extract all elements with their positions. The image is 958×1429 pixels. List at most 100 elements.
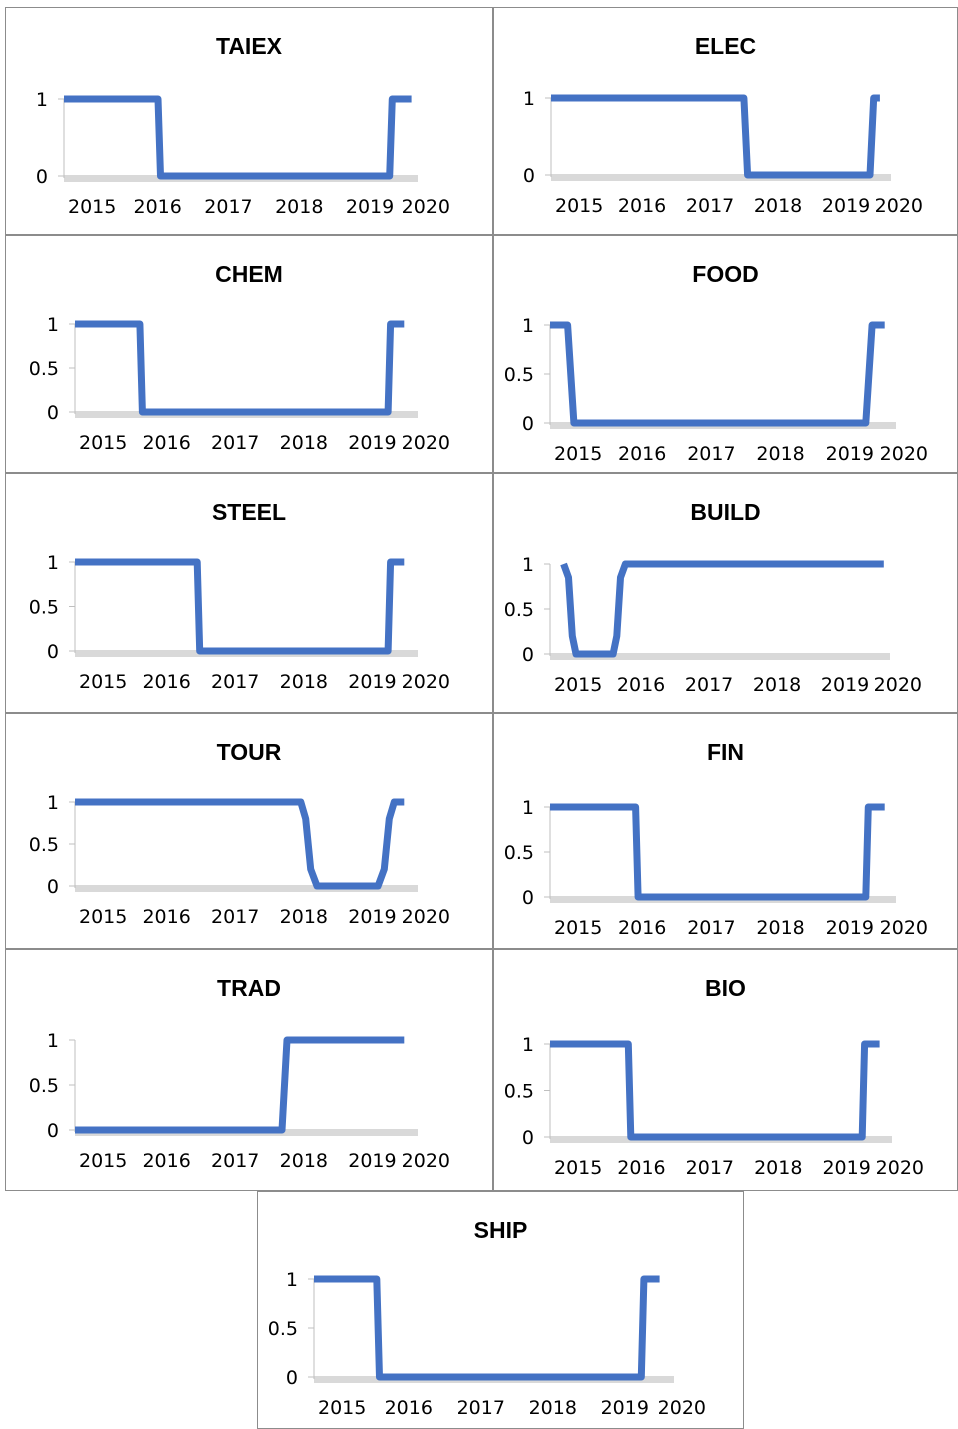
x-tick-label: 2015 <box>318 1397 366 1419</box>
y-tick-label: 1 <box>47 792 59 814</box>
chart-svg: BIO 0 0.5 1 2015 2016 2017 2018 2019 2020 <box>504 975 924 1179</box>
x-tick-label: 2020 <box>875 195 923 217</box>
x-axis-line <box>551 174 891 181</box>
x-tick-label: 2015 <box>79 432 127 454</box>
chart-svg: ELEC 0 1 2015 2016 2017 2018 2019 2020 <box>523 33 923 217</box>
chart-svg: TOUR 0 0.5 1 2015 2016 2017 2018 2019 2020 <box>29 739 450 928</box>
chart-title: TRAD <box>217 975 281 1001</box>
series-line <box>64 95 412 180</box>
x-tick-label: 2017 <box>204 196 252 218</box>
x-tick-label: 2015 <box>554 1157 602 1179</box>
x-tick-label: 2020 <box>402 196 450 218</box>
x-tick-label: 2020 <box>880 443 928 465</box>
chart-panel-steel: STEEL 0 0.5 1 2015 2016 2017 2018 2019 2020 <box>5 473 493 713</box>
x-tick-label: 2016 <box>385 1397 433 1419</box>
x-tick-label: 2016 <box>617 1157 665 1179</box>
series-line <box>75 1036 405 1134</box>
chart-panel-build: BUILD 0 0.5 1 2015 2016 2017 2018 2019 2020 <box>493 473 958 713</box>
y-tick-label: 1 <box>47 1030 59 1052</box>
chart-title: BUILD <box>690 499 760 525</box>
y-tick-label: 0 <box>286 1367 298 1389</box>
chart-panel-fin: FIN 0 0.5 1 2015 2016 2017 2018 2019 2020 <box>493 713 958 949</box>
chart-title: BIO <box>705 975 746 1001</box>
chart-title: FIN <box>707 739 744 765</box>
x-tick-label: 2017 <box>211 432 259 454</box>
chart-title: FOOD <box>692 261 758 287</box>
chart-svg: TAIEX 0 1 2015 2016 2017 2018 2019 2020 <box>36 33 450 218</box>
y-tick-label: 1 <box>286 1269 298 1291</box>
x-tick-label: 2017 <box>687 443 735 465</box>
y-tick-label: 1 <box>522 797 534 819</box>
x-tick-label: 2019 <box>348 432 396 454</box>
x-tick-label: 2020 <box>402 906 450 928</box>
chart-panel-taiex: TAIEX 0 1 2015 2016 2017 2018 2019 2020 <box>5 7 493 235</box>
chart-svg: TRAD 0 0.5 1 2015 2016 2017 2018 2019 2020 <box>29 975 450 1172</box>
y-tick-label: 0.5 <box>504 1081 534 1103</box>
x-tick-label: 2019 <box>348 671 396 693</box>
y-tick-label: 0 <box>47 402 59 424</box>
x-tick-label: 2020 <box>402 432 450 454</box>
x-tick-label: 2015 <box>554 443 602 465</box>
x-tick-label: 2017 <box>686 195 734 217</box>
series-line <box>550 1040 880 1141</box>
y-tick-label: 0.5 <box>504 842 534 864</box>
y-tick-label: 0.5 <box>504 364 534 386</box>
chart-panel-tour: TOUR 0 0.5 1 2015 2016 2017 2018 2019 2020 <box>5 713 493 949</box>
x-tick-label: 2017 <box>685 674 733 696</box>
x-tick-label: 2020 <box>402 1150 450 1172</box>
x-tick-label: 2016 <box>142 671 190 693</box>
chart-panel-trad: TRAD 0 0.5 1 2015 2016 2017 2018 2019 2020 <box>5 949 493 1191</box>
series-line <box>560 560 884 658</box>
x-tick-label: 2018 <box>529 1397 577 1419</box>
x-tick-label: 2018 <box>754 195 802 217</box>
y-tick-label: 0.5 <box>268 1318 298 1340</box>
x-tick-label: 2015 <box>79 671 127 693</box>
series-line <box>314 1275 660 1381</box>
y-tick-label: 1 <box>523 88 535 110</box>
x-tick-label: 2019 <box>348 906 396 928</box>
y-tick-label: 1 <box>522 554 534 576</box>
chart-svg: FOOD 0 0.5 1 2015 2016 2017 2018 2019 2020 <box>504 261 928 465</box>
x-tick-label: 2018 <box>756 443 804 465</box>
x-tick-label: 2017 <box>211 906 259 928</box>
y-tick-label: 0 <box>522 644 534 666</box>
x-tick-label: 2019 <box>822 195 870 217</box>
x-tick-label: 2018 <box>280 432 328 454</box>
x-tick-label: 2020 <box>402 671 450 693</box>
x-tick-label: 2017 <box>686 1157 734 1179</box>
y-tick-label: 0.5 <box>504 599 534 621</box>
series-line <box>75 798 405 890</box>
x-tick-label: 2015 <box>68 196 116 218</box>
x-tick-label: 2016 <box>617 674 665 696</box>
x-tick-label: 2016 <box>618 443 666 465</box>
x-axis-line <box>550 653 890 660</box>
y-tick-label: 0.5 <box>29 1075 59 1097</box>
x-tick-label: 2017 <box>457 1397 505 1419</box>
x-tick-label: 2016 <box>618 195 666 217</box>
chart-title: TOUR <box>217 739 282 765</box>
chart-panel-ship: SHIP 0 0.5 1 2015 2016 2017 2018 2019 2020 <box>257 1191 744 1429</box>
x-tick-label: 2019 <box>826 917 874 939</box>
x-tick-label: 2017 <box>211 671 259 693</box>
y-tick-label: 0 <box>47 876 59 898</box>
x-axis-line <box>75 885 418 892</box>
y-tick-label: 1 <box>36 89 48 111</box>
x-tick-label: 2018 <box>280 671 328 693</box>
x-tick-label: 2020 <box>880 917 928 939</box>
series-line <box>75 320 405 416</box>
chart-svg: BUILD 0 0.5 1 2015 2016 2017 2018 2019 2020 <box>504 499 922 696</box>
x-tick-label: 2017 <box>211 1150 259 1172</box>
chart-panel-food: FOOD 0 0.5 1 2015 2016 2017 2018 2019 2020 <box>493 235 958 473</box>
series-line <box>550 803 885 901</box>
x-tick-label: 2018 <box>754 1157 802 1179</box>
x-tick-label: 2016 <box>142 432 190 454</box>
chart-title: STEEL <box>212 499 286 525</box>
y-tick-label: 0.5 <box>29 597 59 619</box>
x-tick-label: 2018 <box>756 917 804 939</box>
x-tick-label: 2020 <box>876 1157 924 1179</box>
y-tick-label: 1 <box>47 552 59 574</box>
series-line <box>75 558 405 655</box>
chart-panel-bio: BIO 0 0.5 1 2015 2016 2017 2018 2019 2020 <box>493 949 958 1191</box>
y-tick-label: 0 <box>522 1127 534 1149</box>
x-tick-label: 2020 <box>658 1397 706 1419</box>
